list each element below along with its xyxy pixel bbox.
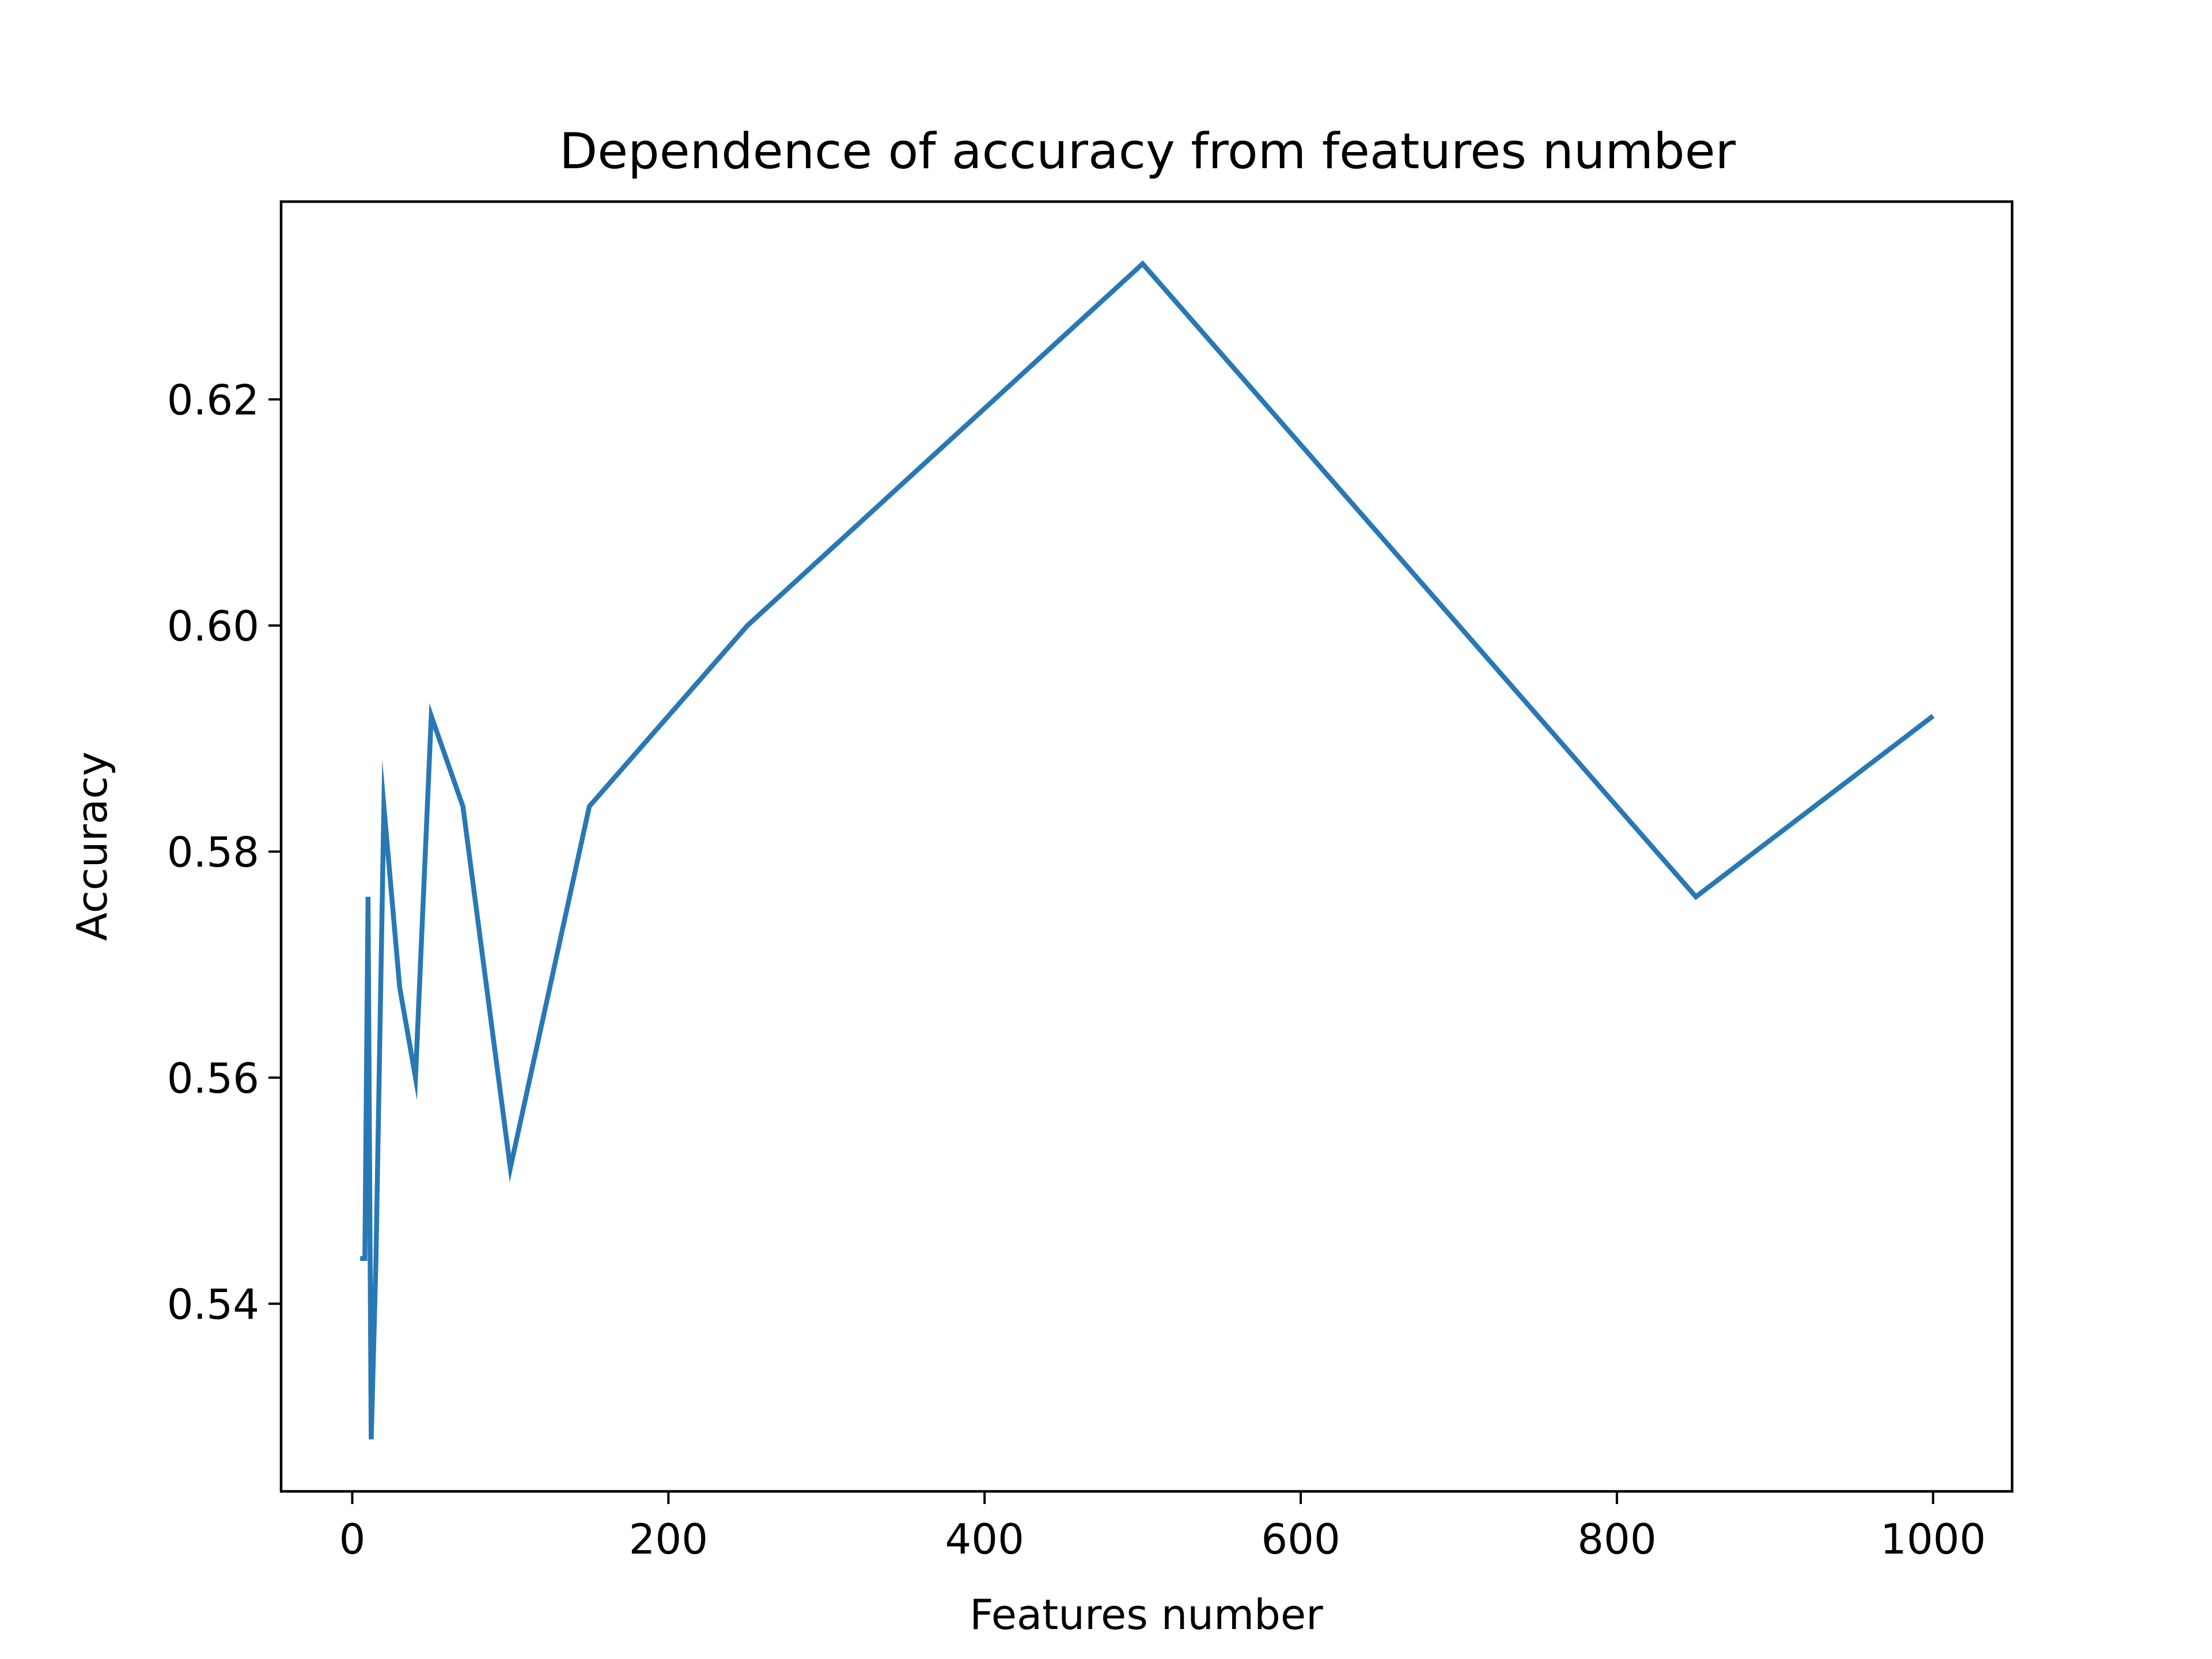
x-tick-label: 0 xyxy=(339,1515,366,1563)
y-tick-label: 0.56 xyxy=(167,1054,259,1103)
x-axis-label: Features number xyxy=(969,1590,1323,1639)
x-tick-label: 200 xyxy=(629,1515,708,1563)
plot-frame xyxy=(279,200,2014,1493)
x-tick-label: 600 xyxy=(1261,1515,1340,1563)
y-axis: 0.54 0.56 0.58 0.60 0.62 xyxy=(167,376,281,1328)
x-axis: 0 200 400 600 800 1000 xyxy=(339,1491,1986,1563)
chart-title: Dependence of accuracy from features num… xyxy=(559,123,1736,180)
x-tick-label: 800 xyxy=(1577,1515,1656,1563)
y-tick-label: 0.60 xyxy=(167,602,259,650)
y-tick-label: 0.62 xyxy=(167,376,259,424)
plot-area xyxy=(360,260,1935,1440)
series-line-0 xyxy=(360,260,1935,1440)
y-axis-label: Accuracy xyxy=(68,752,116,941)
x-tick-label: 1000 xyxy=(1880,1515,1986,1563)
x-tick-label: 400 xyxy=(945,1515,1024,1563)
y-tick-label: 0.58 xyxy=(167,828,259,876)
y-tick-label: 0.54 xyxy=(167,1280,259,1328)
